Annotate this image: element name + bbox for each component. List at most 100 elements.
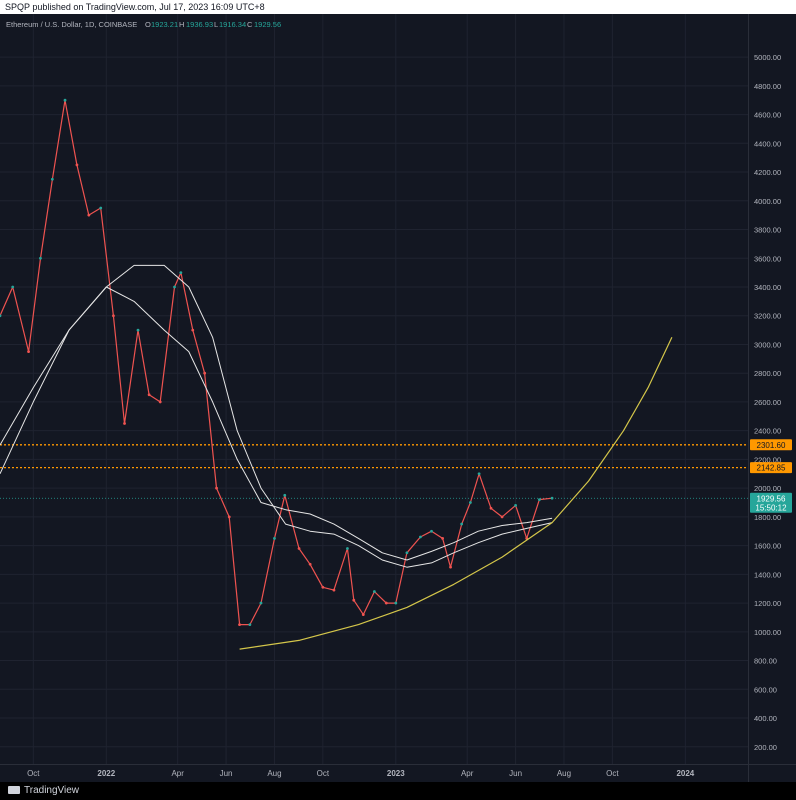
price-point bbox=[27, 350, 30, 354]
time-tick-label: 2024 bbox=[676, 769, 694, 778]
price-tick-label: 2800.00 bbox=[754, 369, 781, 378]
price-point bbox=[259, 601, 263, 605]
price-tick-label: 5000.00 bbox=[754, 53, 781, 62]
price-chart[interactable]: Oct 2022 Apr Jun Aug Oct 2023 Apr Jun Aug Oct 2024 … bbox=[0, 14, 796, 782]
price-point bbox=[361, 613, 365, 616]
moving-average-line bbox=[0, 264, 553, 568]
price-tick-label: 400.00 bbox=[754, 714, 777, 723]
time-tick-label: Aug bbox=[557, 769, 571, 778]
price-point bbox=[332, 588, 336, 592]
legend-high-label: H bbox=[179, 20, 184, 29]
price-tick-label: 4000.00 bbox=[754, 197, 781, 206]
tradingview-logo-icon bbox=[8, 786, 20, 795]
price-tick-label: 1600.00 bbox=[754, 542, 781, 551]
series-layer bbox=[0, 98, 673, 650]
time-axis: Oct 2022 Apr Jun Aug Oct 2023 Apr Jun Aug Oct 2024 bbox=[0, 764, 796, 778]
price-tick-label: 3000.00 bbox=[754, 340, 781, 349]
price-point bbox=[449, 565, 452, 569]
price-point bbox=[50, 177, 54, 181]
price-point bbox=[0, 314, 2, 318]
time-tick-label: 2023 bbox=[387, 769, 405, 778]
price-tick-label: 1200.00 bbox=[754, 599, 781, 608]
level-lower-label: 2142.85 bbox=[757, 464, 786, 473]
price-point bbox=[273, 537, 276, 540]
price-point bbox=[489, 506, 493, 510]
legend-open: 1923.21 bbox=[151, 20, 178, 29]
legend-close: 1929.56 bbox=[254, 20, 281, 29]
price-point bbox=[112, 314, 115, 318]
time-tick-label: Oct bbox=[27, 769, 40, 778]
time-tick-label: Aug bbox=[267, 769, 281, 778]
legend-close-label: C bbox=[247, 20, 253, 29]
time-tick-label: Apr bbox=[171, 769, 184, 778]
time-tick-label: Apr bbox=[461, 769, 474, 778]
price-point bbox=[179, 271, 183, 275]
publish-banner: SPQP published on TradingView.com, Jul 1… bbox=[0, 0, 796, 14]
price-tick-label: 3400.00 bbox=[754, 283, 781, 292]
price-point bbox=[297, 547, 301, 550]
price-point bbox=[238, 623, 241, 627]
legend-symbol: Ethereum / U.S. Dollar, 1D, COINBASE bbox=[6, 20, 137, 29]
price-tick-label: 4800.00 bbox=[754, 82, 781, 91]
growth-curve-line bbox=[239, 337, 673, 650]
price-point bbox=[430, 529, 433, 533]
price-point bbox=[136, 328, 140, 332]
price-point bbox=[147, 393, 151, 397]
price-point bbox=[441, 537, 445, 540]
price-tick-label: 800.00 bbox=[754, 657, 777, 666]
price-tags: 2301.60 2142.85 1929.56 15:50:12 bbox=[750, 439, 792, 513]
price-point bbox=[75, 163, 79, 167]
level-upper-tag bbox=[750, 439, 792, 451]
price-point bbox=[384, 601, 388, 605]
price-tick-label: 1400.00 bbox=[754, 570, 781, 579]
price-point bbox=[550, 496, 554, 500]
chart-area[interactable]: Oct 2022 Apr Jun Aug Oct 2023 Apr Jun Aug Oct 2024 … bbox=[0, 14, 796, 782]
price-point bbox=[203, 371, 207, 375]
price-point bbox=[227, 515, 231, 519]
price-point bbox=[514, 503, 517, 507]
price-tick-label: 1800.00 bbox=[754, 513, 781, 522]
price-tick-label: 600.00 bbox=[754, 685, 777, 694]
price-point bbox=[321, 585, 325, 589]
price-point bbox=[394, 601, 398, 605]
time-tick-label: Oct bbox=[606, 769, 619, 778]
time-tick-label: Oct bbox=[317, 769, 330, 778]
price-point bbox=[419, 535, 422, 539]
price-point bbox=[346, 547, 349, 550]
price-point bbox=[63, 98, 67, 102]
price-axis: 200.00 400.00 600.00 800.00 1000.00 1200.00 14… bbox=[748, 14, 781, 782]
horizontal-levels bbox=[0, 444, 748, 499]
moving-average-line bbox=[0, 286, 553, 561]
legend-low: 1916.34 bbox=[219, 20, 246, 29]
chart-legend: Ethereum / U.S. Dollar, 1D, COINBASE O 1… bbox=[6, 20, 281, 29]
last-price-label: 1929.56 bbox=[757, 494, 786, 503]
price-point bbox=[87, 213, 91, 217]
price-tick-label: 4200.00 bbox=[754, 168, 781, 177]
price-tick-label: 2200.00 bbox=[754, 455, 781, 464]
price-point bbox=[99, 206, 103, 210]
price-point bbox=[352, 598, 356, 602]
price-tick-label: 3600.00 bbox=[754, 254, 781, 263]
price-point bbox=[372, 590, 376, 593]
price-point bbox=[191, 328, 195, 332]
price-point bbox=[477, 472, 481, 476]
time-tick-label: Jun bbox=[220, 769, 233, 778]
price-point bbox=[537, 498, 541, 502]
legend-low-label: L bbox=[214, 20, 218, 29]
time-tick-label: 2022 bbox=[97, 769, 115, 778]
level-lower-tag bbox=[750, 462, 792, 474]
legend-open-label: O bbox=[145, 20, 151, 29]
price-tick-label: 4600.00 bbox=[754, 111, 781, 120]
price-point bbox=[158, 400, 162, 404]
price-tick-label: 2000.00 bbox=[754, 484, 781, 493]
price-point bbox=[39, 256, 42, 260]
price-tick-label: 4400.00 bbox=[754, 139, 781, 148]
price-point bbox=[500, 515, 504, 519]
bar-countdown-label: 15:50:12 bbox=[755, 503, 787, 512]
footer-bar: TradingView bbox=[0, 782, 796, 800]
publish-line: SPQP published on TradingView.com, Jul 1… bbox=[5, 2, 265, 12]
price-tick-label: 200.00 bbox=[754, 743, 777, 752]
footer-brand: TradingView bbox=[24, 785, 80, 796]
price-point bbox=[468, 501, 472, 504]
